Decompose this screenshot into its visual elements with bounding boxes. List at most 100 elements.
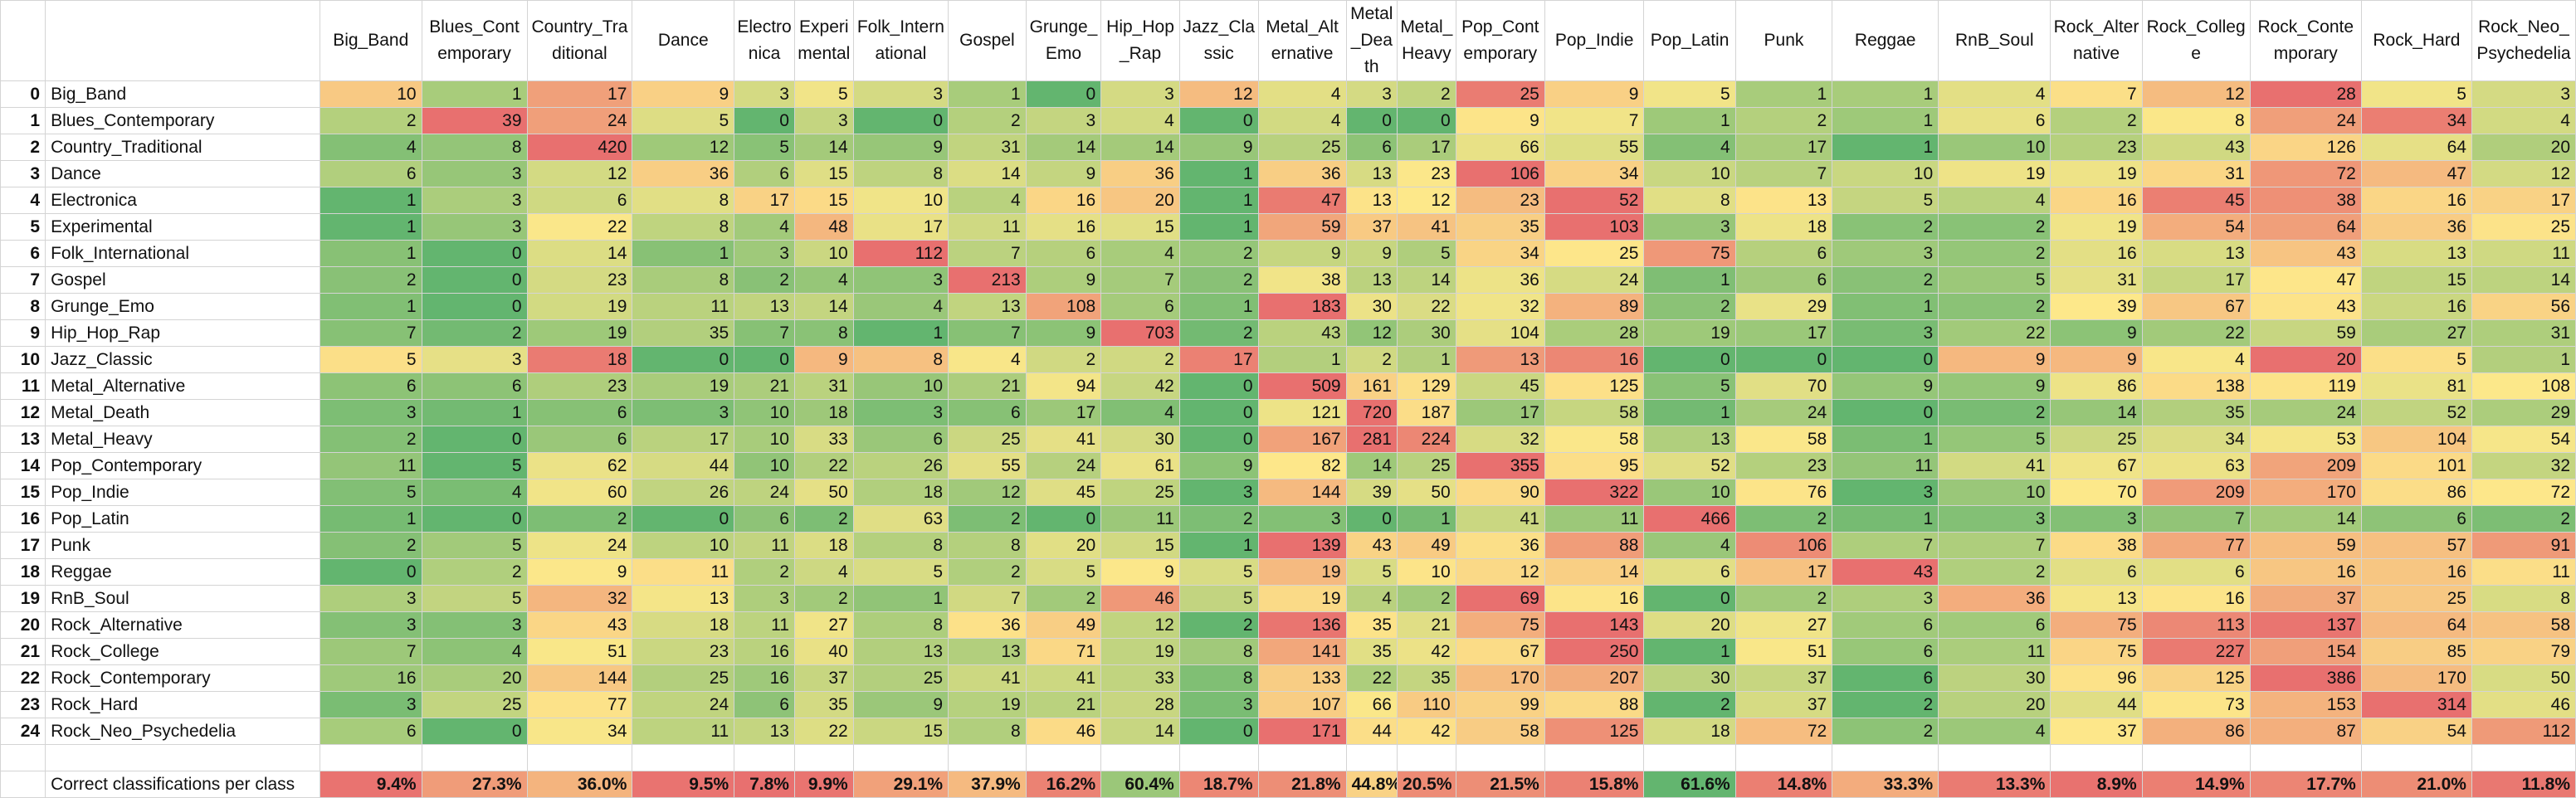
row-label[interactable]: Pop_Indie bbox=[45, 479, 320, 506]
matrix-cell[interactable]: 110 bbox=[1396, 691, 1456, 718]
matrix-cell[interactable]: 7 bbox=[1544, 107, 1645, 134]
matrix-cell[interactable]: 6 bbox=[1938, 611, 2052, 639]
matrix-cell[interactable]: 23 bbox=[1734, 452, 1833, 479]
matrix-cell[interactable]: 14 bbox=[2249, 505, 2362, 533]
matrix-cell[interactable]: 183 bbox=[1257, 293, 1347, 320]
matrix-cell[interactable]: 32 bbox=[1455, 293, 1545, 320]
matrix-cell[interactable]: 8 bbox=[948, 718, 1027, 745]
matrix-cell[interactable]: 14 bbox=[2050, 399, 2143, 426]
matrix-cell[interactable]: 3 bbox=[319, 691, 422, 718]
matrix-cell[interactable]: 18 bbox=[526, 346, 633, 373]
matrix-cell[interactable]: 64 bbox=[2249, 213, 2362, 241]
matrix-cell[interactable]: 41 bbox=[1025, 426, 1102, 453]
matrix-cell[interactable]: 41 bbox=[948, 664, 1027, 692]
matrix-cell[interactable]: 5 bbox=[852, 558, 949, 586]
matrix-cell[interactable]: 2 bbox=[319, 532, 422, 559]
matrix-cell[interactable]: 81 bbox=[2360, 372, 2472, 400]
matrix-cell[interactable]: 8 bbox=[1178, 664, 1259, 692]
empty-cell[interactable] bbox=[1734, 744, 1833, 771]
matrix-cell[interactable]: 91 bbox=[2471, 532, 2576, 559]
matrix-cell[interactable]: 34 bbox=[1455, 240, 1545, 267]
matrix-cell[interactable]: 9 bbox=[1178, 134, 1259, 161]
matrix-cell[interactable]: 13 bbox=[1455, 346, 1545, 373]
summary-cell[interactable]: 14.9% bbox=[2141, 771, 2251, 798]
column-header[interactable]: Metal_Alternative bbox=[1257, 0, 1347, 81]
matrix-cell[interactable]: 9 bbox=[852, 691, 949, 718]
empty-cell[interactable] bbox=[1938, 744, 2052, 771]
matrix-cell[interactable]: 0 bbox=[1178, 399, 1259, 426]
matrix-cell[interactable]: 1 bbox=[1643, 266, 1736, 294]
matrix-cell[interactable]: 75 bbox=[2050, 611, 2143, 639]
matrix-cell[interactable]: 3 bbox=[734, 80, 795, 108]
matrix-cell[interactable]: 32 bbox=[2471, 452, 2576, 479]
matrix-cell[interactable]: 2 bbox=[1938, 213, 2052, 241]
matrix-cell[interactable]: 42 bbox=[1396, 638, 1456, 665]
matrix-cell[interactable]: 12 bbox=[1100, 611, 1180, 639]
matrix-cell[interactable]: 2 bbox=[1734, 505, 1833, 533]
matrix-cell[interactable]: 3 bbox=[1257, 505, 1347, 533]
column-header[interactable]: Pop_Indie bbox=[1544, 0, 1645, 81]
matrix-cell[interactable]: 44 bbox=[2050, 691, 2143, 718]
matrix-cell[interactable]: 0 bbox=[1396, 107, 1456, 134]
summary-cell[interactable]: 9.5% bbox=[632, 771, 735, 798]
summary-cell[interactable]: 8.9% bbox=[2050, 771, 2143, 798]
column-header[interactable]: Pop_Latin bbox=[1643, 0, 1736, 81]
matrix-cell[interactable]: 5 bbox=[793, 80, 854, 108]
matrix-cell[interactable]: 2 bbox=[1178, 505, 1259, 533]
row-label[interactable]: Reggae bbox=[45, 558, 320, 586]
matrix-cell[interactable]: 16 bbox=[2360, 558, 2472, 586]
matrix-cell[interactable]: 5 bbox=[632, 107, 735, 134]
matrix-cell[interactable]: 5 bbox=[1025, 558, 1102, 586]
matrix-cell[interactable]: 6 bbox=[1100, 293, 1180, 320]
matrix-cell[interactable]: 24 bbox=[526, 107, 633, 134]
summary-cell[interactable]: 61.6% bbox=[1643, 771, 1736, 798]
summary-cell[interactable]: 11.8% bbox=[2471, 771, 2576, 798]
matrix-cell[interactable]: 37 bbox=[1734, 691, 1833, 718]
empty-cell[interactable] bbox=[1455, 744, 1545, 771]
matrix-cell[interactable]: 1 bbox=[852, 319, 949, 347]
matrix-cell[interactable]: 35 bbox=[2141, 399, 2251, 426]
matrix-cell[interactable]: 19 bbox=[2050, 160, 2143, 187]
matrix-cell[interactable]: 19 bbox=[526, 319, 633, 347]
matrix-cell[interactable]: 88 bbox=[1544, 532, 1645, 559]
matrix-cell[interactable]: 13 bbox=[1345, 266, 1398, 294]
matrix-cell[interactable]: 30 bbox=[1938, 664, 2052, 692]
matrix-cell[interactable]: 137 bbox=[2249, 611, 2362, 639]
matrix-cell[interactable]: 14 bbox=[526, 240, 633, 267]
matrix-cell[interactable]: 25 bbox=[1100, 479, 1180, 506]
empty-cell[interactable] bbox=[2471, 744, 2576, 771]
matrix-cell[interactable]: 51 bbox=[1734, 638, 1833, 665]
row-label[interactable]: Rock_Alternative bbox=[45, 611, 320, 639]
matrix-cell[interactable]: 11 bbox=[1544, 505, 1645, 533]
matrix-cell[interactable]: 153 bbox=[2249, 691, 2362, 718]
matrix-cell[interactable]: 5 bbox=[421, 532, 528, 559]
summary-cell[interactable]: 27.3% bbox=[421, 771, 528, 798]
row-label[interactable]: Punk bbox=[45, 532, 320, 559]
matrix-cell[interactable]: 28 bbox=[1100, 691, 1180, 718]
matrix-cell[interactable]: 144 bbox=[526, 664, 633, 692]
matrix-cell[interactable]: 0 bbox=[1832, 399, 1939, 426]
column-header[interactable]: Dance bbox=[632, 0, 735, 81]
matrix-cell[interactable]: 1 bbox=[421, 399, 528, 426]
matrix-cell[interactable]: 3 bbox=[1832, 319, 1939, 347]
matrix-cell[interactable]: 3 bbox=[1832, 479, 1939, 506]
matrix-cell[interactable]: 36 bbox=[1257, 160, 1347, 187]
matrix-cell[interactable]: 13 bbox=[2360, 240, 2472, 267]
matrix-cell[interactable]: 32 bbox=[526, 585, 633, 612]
matrix-cell[interactable]: 9 bbox=[1100, 558, 1180, 586]
matrix-cell[interactable]: 13 bbox=[734, 718, 795, 745]
matrix-cell[interactable]: 2 bbox=[1178, 240, 1259, 267]
empty-cell[interactable] bbox=[45, 744, 320, 771]
matrix-cell[interactable]: 9 bbox=[1455, 107, 1545, 134]
matrix-cell[interactable]: 227 bbox=[2141, 638, 2251, 665]
matrix-cell[interactable]: 386 bbox=[2249, 664, 2362, 692]
matrix-cell[interactable]: 5 bbox=[1396, 240, 1456, 267]
matrix-cell[interactable]: 58 bbox=[1455, 718, 1545, 745]
matrix-cell[interactable]: 16 bbox=[319, 664, 422, 692]
matrix-cell[interactable]: 75 bbox=[1643, 240, 1736, 267]
matrix-cell[interactable]: 0 bbox=[1178, 372, 1259, 400]
row-label[interactable]: Grunge_Emo bbox=[45, 293, 320, 320]
matrix-cell[interactable]: 355 bbox=[1455, 452, 1545, 479]
matrix-cell[interactable]: 9 bbox=[1938, 346, 2052, 373]
matrix-cell[interactable]: 1 bbox=[1396, 505, 1456, 533]
